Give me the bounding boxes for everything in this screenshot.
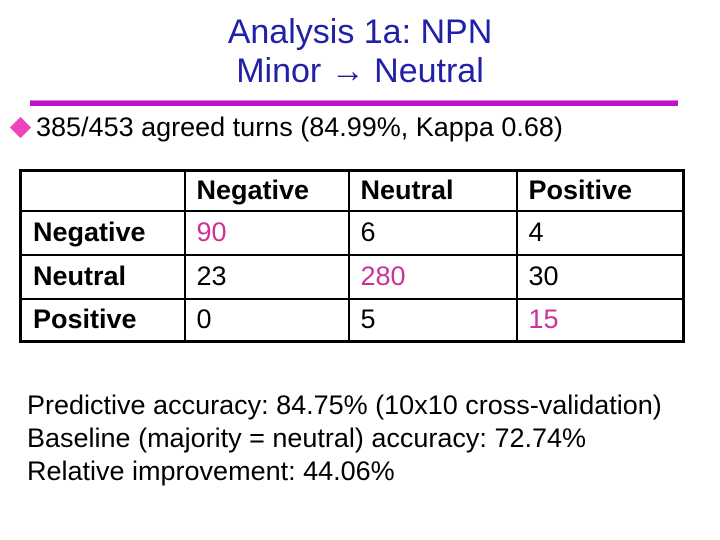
table-cell: 280	[347, 253, 518, 300]
table-cell: 4	[515, 209, 685, 256]
row-label-neutral: Neutral	[19, 253, 186, 300]
table-cell: 0	[183, 297, 350, 343]
table-cell: 23	[183, 253, 350, 300]
table-cell: 90	[183, 209, 350, 256]
table-cell: 30	[515, 253, 685, 300]
confusion-matrix-table: Negative Neutral Positive Negative 90 6 …	[19, 169, 685, 343]
column-header-negative: Negative	[183, 169, 350, 212]
table-row-positive: Positive 0 5 15	[19, 297, 685, 343]
table-row-neutral: Neutral 23 280 30	[19, 253, 685, 300]
stats-block: Predictive accuracy: 84.75% (10x10 cross…	[27, 389, 662, 488]
table-cell: 15	[515, 297, 685, 343]
slide-title-line-1: Analysis 1a: NPN	[227, 13, 493, 51]
table-header-row: Negative Neutral Positive	[19, 169, 685, 212]
column-header-neutral: Neutral	[347, 169, 518, 212]
title-underline-rule	[30, 100, 678, 106]
stats-line-relative-improvement: Relative improvement: 44.06%	[27, 456, 395, 486]
bullet-text: 385/453 agreed turns (84.99%, Kappa 0.68…	[36, 112, 563, 142]
stats-line-predictive-accuracy: Predictive accuracy: 84.75% (10x10 cross…	[27, 390, 662, 420]
table-corner-cell	[19, 169, 186, 212]
slide-title: Analysis 1a: NPN Minor → Neutral	[0, 13, 720, 91]
table-row-negative: Negative 90 6 4	[19, 209, 685, 256]
column-header-positive: Positive	[515, 169, 685, 212]
slide-title-line-2: Minor → Neutral	[236, 52, 484, 90]
table-cell: 6	[347, 209, 518, 256]
diamond-bullet-icon	[9, 116, 32, 138]
table-cell: 5	[347, 297, 518, 343]
bullet-item: 385/453 agreed turns (84.99%, Kappa 0.68…	[9, 112, 563, 142]
row-label-negative: Negative	[19, 209, 186, 256]
stats-line-baseline-accuracy: Baseline (majority = neutral) accuracy: …	[27, 423, 587, 453]
row-label-positive: Positive	[19, 297, 186, 343]
